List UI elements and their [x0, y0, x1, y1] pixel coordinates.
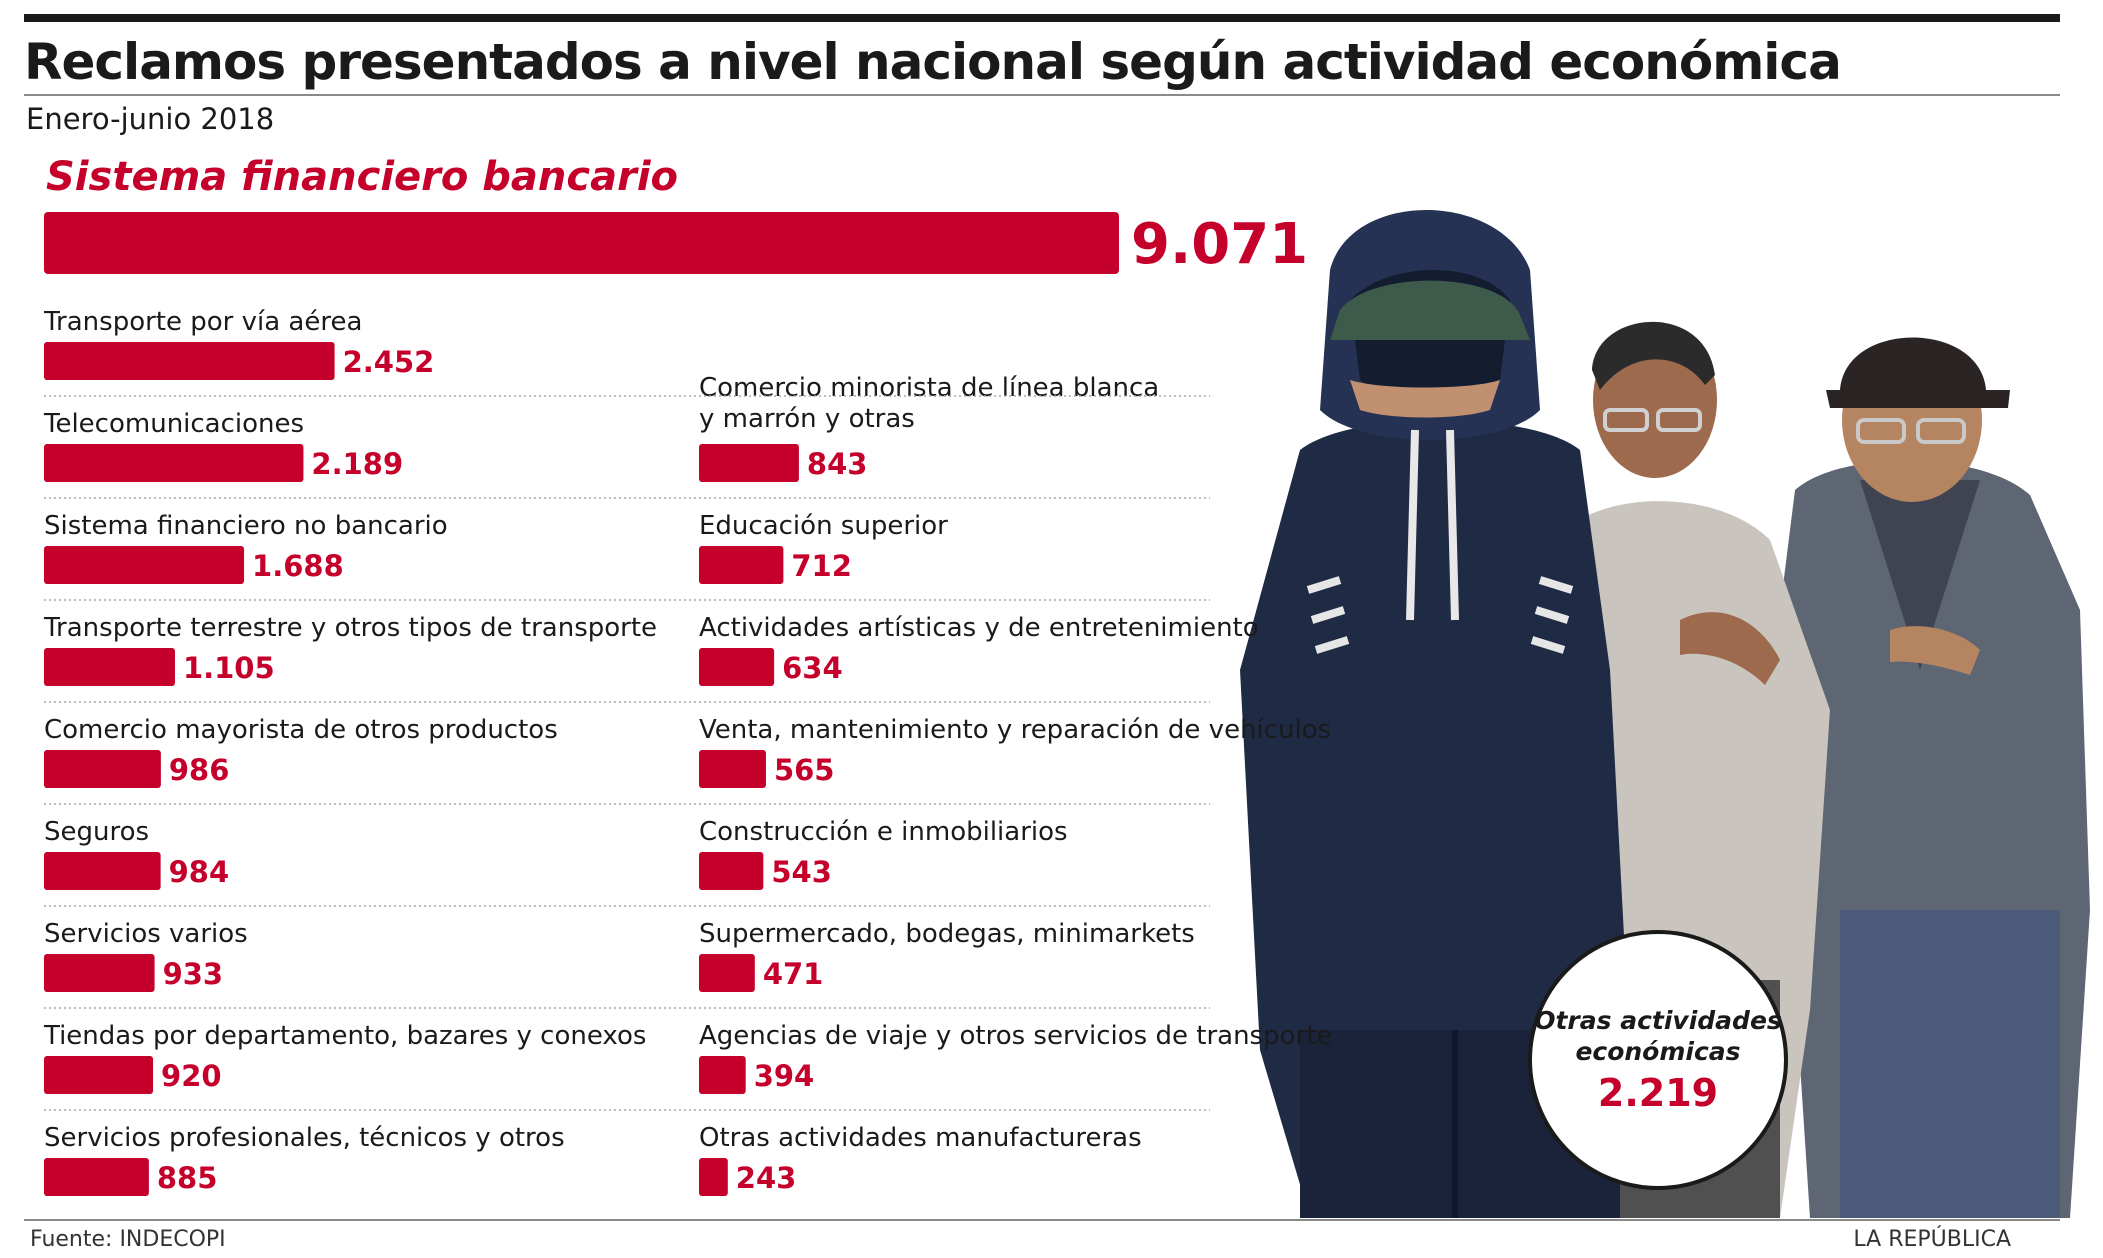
bar — [44, 648, 175, 686]
bar-value-label: 471 — [763, 957, 824, 991]
category-label: Otras actividades manufactureras — [699, 1123, 1142, 1153]
other-activities-value: 2.219 — [1597, 1071, 1719, 1115]
category-label: Servicios profesionales, técnicos y otro… — [44, 1123, 565, 1153]
bar-value-label: 712 — [791, 549, 852, 583]
category-label: Agencias de viaje y otros servicios de t… — [699, 1021, 1332, 1051]
bar — [699, 954, 755, 992]
bar-value-label: 394 — [754, 1059, 815, 1093]
bar — [44, 852, 161, 890]
publisher-brand: LA REPÚBLICA — [1853, 1227, 2011, 1252]
category-label: Actividades artísticas y de entretenimie… — [699, 613, 1259, 643]
title-rule — [24, 94, 2060, 96]
bar-value-label: 843 — [807, 447, 868, 481]
featured-bar — [44, 212, 1119, 274]
category-label: Educación superior — [699, 511, 948, 541]
people-photo — [1240, 210, 2090, 1218]
bar — [699, 546, 784, 584]
bar — [699, 444, 799, 482]
bar — [699, 852, 764, 890]
category-label: Transporte terrestre y otros tipos de tr… — [43, 613, 657, 643]
category-label: Telecomunicaciones — [43, 409, 304, 439]
category-label: Comercio minorista de línea blanca y marr… — [699, 373, 1159, 434]
category-label: Tiendas por departamento, bazares y cone… — [43, 1021, 646, 1051]
bar — [699, 1056, 746, 1094]
bar-value-label: 885 — [157, 1161, 218, 1195]
category-label: Construcción e inmobiliarios — [699, 817, 1068, 847]
bar — [699, 1158, 728, 1196]
category-label: Sistema financiero no bancario — [44, 511, 448, 541]
category-label: Servicios varios — [44, 919, 248, 949]
category-label: Transporte por vía aérea — [43, 307, 362, 337]
bar-value-label: 2.189 — [311, 447, 403, 481]
bar — [44, 1158, 149, 1196]
bar-value-label: 634 — [782, 651, 843, 685]
other-activities-callout: Otras actividades económicas 2.219 — [1528, 930, 1788, 1190]
chart-subtitle: Enero-junio 2018 — [26, 102, 275, 136]
category-label: Seguros — [44, 817, 149, 847]
bottom-rule — [24, 1219, 2060, 1221]
person-right-figure — [1780, 337, 2090, 1218]
bar-value-label: 243 — [736, 1161, 797, 1195]
category-label: Comercio mayorista de otros productos — [44, 715, 558, 745]
bar — [44, 1056, 154, 1094]
bar-value-label: 986 — [169, 753, 230, 787]
person-hooded-figure — [1240, 210, 1630, 1218]
chart-title: Reclamos presentados a nivel nacional se… — [24, 33, 1842, 91]
bar-value-label: 565 — [774, 753, 835, 787]
bar-value-label: 543 — [771, 855, 832, 889]
bar — [699, 648, 775, 686]
bar-value-label: 2.452 — [343, 345, 435, 379]
bar-value-label: 984 — [169, 855, 230, 889]
bar-value-label: 1.105 — [183, 651, 275, 685]
bar — [44, 954, 155, 992]
bar — [44, 546, 245, 584]
category-label: Supermercado, bodegas, minimarkets — [699, 919, 1195, 949]
bar — [44, 342, 335, 380]
featured-bar-value: 9.071 — [1131, 212, 1308, 277]
bar-value-label: 920 — [161, 1059, 222, 1093]
bar — [44, 750, 161, 788]
bar-value-label: 1.688 — [252, 549, 344, 583]
top-rule — [24, 14, 2060, 22]
other-activities-label: Otras actividades económicas — [1534, 1006, 1782, 1066]
source-note: Fuente: INDECOPI — [30, 1227, 226, 1252]
bar — [44, 444, 304, 482]
bar — [699, 750, 766, 788]
featured-category-label: Sistema financiero bancario — [46, 154, 679, 200]
bar-value-label: 933 — [163, 957, 224, 991]
category-label: Venta, mantenimiento y reparación de veh… — [699, 715, 1331, 745]
